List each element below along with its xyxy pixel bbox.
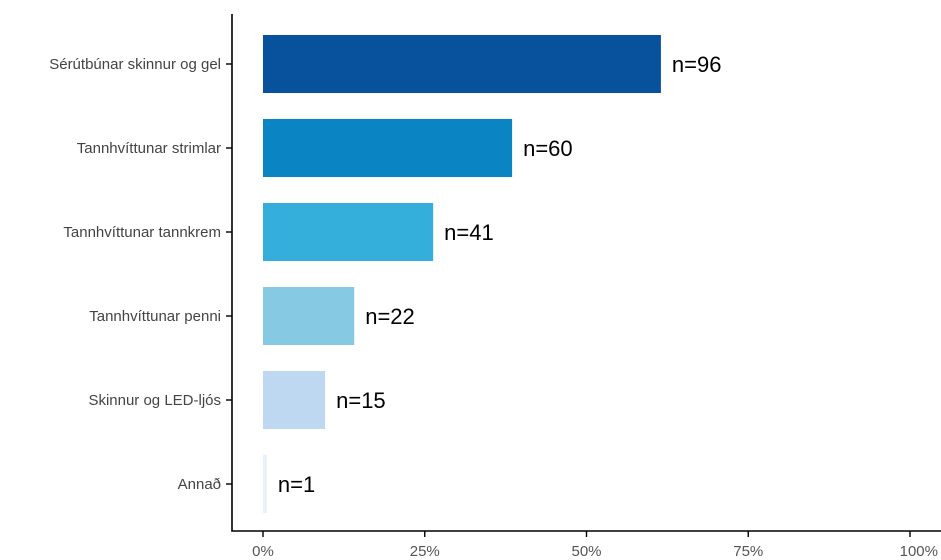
x-tick-label-1: 25% [410, 543, 440, 560]
data-label-5: n=1 [278, 472, 315, 497]
category-label-4: Skinnur og LED-ljós [88, 392, 221, 409]
bar-0 [263, 35, 661, 93]
data-label-4: n=15 [336, 388, 386, 413]
labels-layer: n=96 Sérútbúnar skinnur og gel n=60 Tannhví… [49, 52, 721, 497]
axes-layer: 0% 25% 50% 75% 100% [226, 14, 941, 560]
category-label-5: Annað [178, 476, 221, 493]
category-label-2: Tannhvíttunar tannkrem [63, 224, 221, 241]
bars-layer [263, 35, 661, 513]
data-label-2: n=41 [444, 220, 494, 245]
category-label-0: Sérútbúnar skinnur og gel [49, 56, 221, 73]
bar-1 [263, 119, 513, 177]
data-label-0: n=96 [672, 52, 722, 77]
category-label-3: Tannhvíttunar penni [89, 308, 221, 325]
data-label-3: n=22 [365, 304, 415, 329]
x-tick-label-2: 50% [571, 543, 601, 560]
x-tick-label-3: 75% [733, 543, 763, 560]
bar-3 [263, 287, 355, 345]
x-tick-label-0: 0% [252, 543, 274, 560]
category-label-1: Tannhvíttunar strimlar [77, 140, 221, 157]
x-tick-label-4: 100% [900, 543, 938, 560]
bar-4 [263, 371, 326, 429]
bar-2 [263, 203, 434, 261]
bar-5 [263, 455, 267, 513]
data-label-1: n=60 [523, 136, 573, 161]
